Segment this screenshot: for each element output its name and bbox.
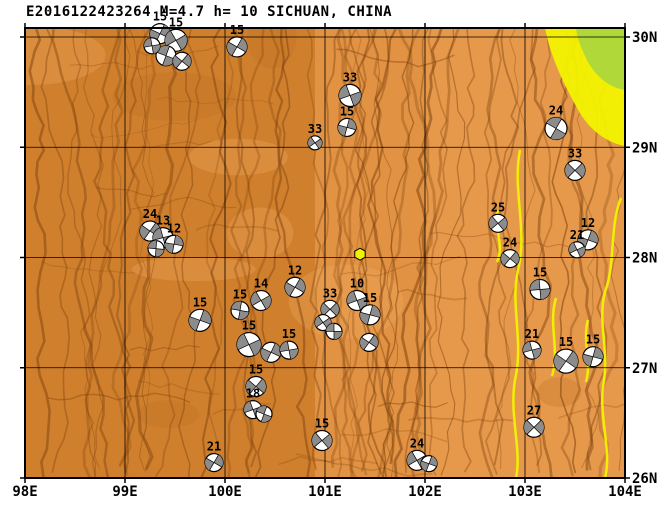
focal-mechanism xyxy=(522,340,542,360)
lat-tick-label: 28N xyxy=(632,251,657,267)
focal-mechanism xyxy=(236,331,262,358)
lon-tick-label: 104E xyxy=(608,484,642,500)
focal-mechanism xyxy=(284,276,306,298)
depth-label: 15 xyxy=(533,265,547,279)
focal-mechanism xyxy=(420,455,438,473)
focal-mechanism xyxy=(143,37,161,55)
depth-label: 21 xyxy=(207,440,221,454)
depth-label: 15 xyxy=(153,10,167,24)
axis-labels: 98E 99E 100E 101E 102E 103E 104E 30N 29N 28N 27N 26… xyxy=(12,23,657,500)
event-marker-group xyxy=(354,247,366,261)
focal-mechanism xyxy=(523,416,545,438)
depth-label: 27 xyxy=(527,403,541,417)
highland-ridge-line xyxy=(601,197,623,478)
depth-label: 15 xyxy=(233,287,247,301)
depth-label: 24 xyxy=(549,104,563,118)
depth-labels: 15 15153315332433241312251221241512141515… xyxy=(143,10,600,454)
depth-label: 33 xyxy=(308,122,322,136)
graticule xyxy=(25,28,625,478)
focal-mechanism xyxy=(359,304,381,326)
depth-label: 15 xyxy=(586,333,600,347)
focal-mechanism xyxy=(164,234,184,254)
depth-label: 33 xyxy=(568,146,582,160)
depth-label: 15 xyxy=(340,104,354,118)
focal-mechanism xyxy=(564,159,586,182)
lon-tick-label: 101E xyxy=(308,484,342,500)
focal-mechanism xyxy=(500,249,520,269)
focal-mechanism xyxy=(245,375,267,398)
focal-mechanism xyxy=(311,429,333,452)
highland-green-patch xyxy=(576,28,625,90)
depth-label: 15 xyxy=(559,335,573,349)
depth-label: 24 xyxy=(143,207,157,221)
focal-mechanism xyxy=(307,135,323,151)
depth-label: 18 xyxy=(246,387,260,401)
terrain-background xyxy=(25,28,625,478)
lat-tick-label: 30N xyxy=(632,30,657,46)
lat-tick-label: 26N xyxy=(632,471,657,487)
event-marker xyxy=(354,247,366,261)
focal-mechanism xyxy=(172,51,192,71)
depth-label: 14 xyxy=(254,276,268,290)
focal-mechanism xyxy=(226,36,248,58)
focal-mechanism xyxy=(359,332,379,352)
focal-mechanism xyxy=(164,28,188,52)
depth-label: 21 xyxy=(525,327,539,341)
depth-label: 12 xyxy=(288,263,302,277)
depth-label: 15 xyxy=(249,362,263,376)
lon-tick-label: 103E xyxy=(508,484,542,500)
focal-mechanism xyxy=(544,116,568,141)
depth-label: 33 xyxy=(343,70,357,84)
focal-mechanism xyxy=(568,241,586,259)
focal-mechanism xyxy=(338,83,362,108)
lon-tick-label: 100E xyxy=(208,484,242,500)
depth-label: 15 xyxy=(193,295,207,309)
focal-mechanism xyxy=(279,340,299,360)
focal-mechanism xyxy=(230,300,250,321)
lon-tick-label: 98E xyxy=(12,484,37,500)
highland-ridge-line xyxy=(550,297,558,377)
focal-mechanism xyxy=(582,346,604,368)
depth-label: 24 xyxy=(503,236,517,250)
focal-mechanism xyxy=(488,213,508,233)
depth-label: 13 xyxy=(156,214,170,228)
depth-label: 12 xyxy=(167,221,181,235)
focal-mechanisms xyxy=(139,23,604,473)
focal-mechanism xyxy=(337,117,357,138)
focal-mechanism xyxy=(188,308,212,332)
depth-label: 15 xyxy=(230,23,244,37)
focal-mechanism xyxy=(255,405,273,423)
focal-mechanism xyxy=(553,348,579,374)
depth-label: 24 xyxy=(410,436,424,450)
focal-mechanism xyxy=(204,452,224,473)
depth-label: 15 xyxy=(363,291,377,305)
focal-mechanism xyxy=(250,289,272,312)
depth-label: 10 xyxy=(350,276,364,290)
depth-label: 15 xyxy=(169,15,183,29)
depth-label: 33 xyxy=(323,286,337,300)
lat-tick-label: 27N xyxy=(632,361,657,377)
depth-label: 21 xyxy=(570,228,584,242)
lon-tick-label: 102E xyxy=(408,484,442,500)
lat-tick-label: 29N xyxy=(632,140,657,156)
depth-label: 15 xyxy=(242,319,256,333)
depth-label: 15 xyxy=(315,417,329,431)
depth-label: 25 xyxy=(491,200,505,214)
plot-title: E2016122423264 M=4.7 h= 10 SICHUAN, CHIN… xyxy=(26,4,393,20)
focal-mechanism xyxy=(260,341,282,363)
depth-label: 15 xyxy=(282,327,296,341)
focal-mechanism xyxy=(325,322,343,340)
focal-mechanism xyxy=(147,240,165,258)
focal-mechanism xyxy=(320,299,340,319)
highland-ridge-line xyxy=(512,149,523,478)
depth-label: 12 xyxy=(581,216,595,230)
lon-tick-label: 99E xyxy=(112,484,137,500)
focal-mechanism xyxy=(529,278,551,301)
